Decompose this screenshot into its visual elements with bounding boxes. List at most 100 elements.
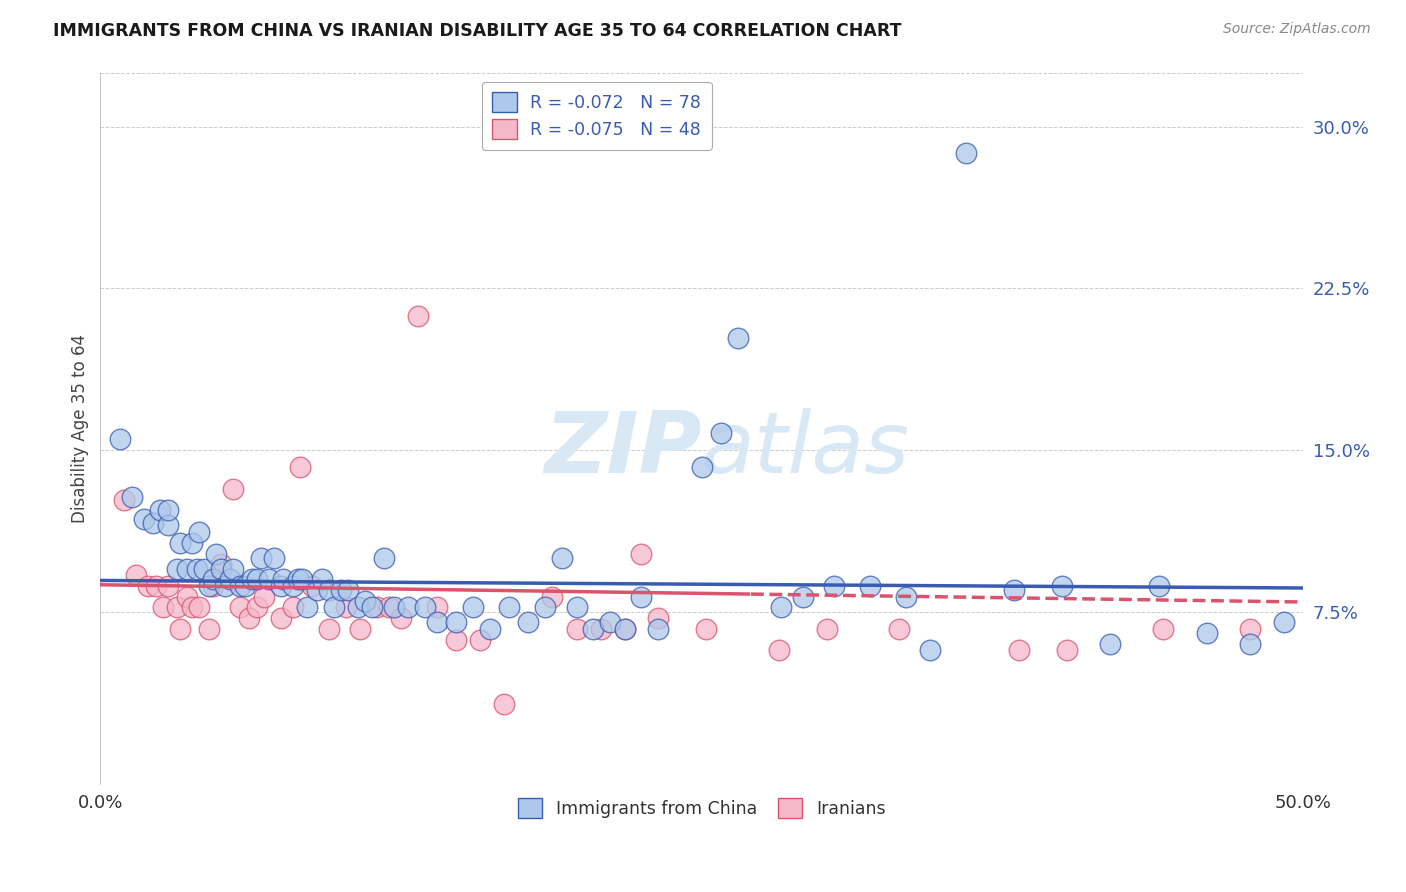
Point (233, 579, 256, 593)
Point (288, 460, 311, 475)
Point (240, 573, 263, 587)
Point (887, 622, 910, 636)
Point (378, 600, 401, 615)
Point (613, 622, 636, 636)
Point (589, 622, 612, 636)
Point (396, 600, 419, 615)
Point (186, 561, 208, 575)
Point (221, 482, 243, 496)
Point (630, 590, 652, 604)
Point (204, 547, 226, 561)
Point (138, 579, 160, 593)
Point (1239, 622, 1261, 636)
Point (305, 583, 328, 598)
Point (202, 579, 225, 593)
Point (156, 518, 179, 533)
Point (582, 622, 605, 636)
Point (156, 503, 179, 517)
Point (541, 590, 564, 604)
Text: atlas: atlas (702, 409, 910, 491)
Point (534, 600, 557, 615)
Point (337, 583, 360, 598)
Point (193, 561, 215, 575)
Point (413, 600, 436, 615)
Point (322, 600, 344, 615)
Point (478, 622, 501, 636)
Point (565, 600, 588, 615)
Legend: Immigrants from China, Iranians: Immigrants from China, Iranians (510, 791, 893, 825)
Point (270, 611, 292, 625)
Point (366, 600, 388, 615)
Point (318, 583, 340, 598)
Point (188, 524, 211, 539)
Point (281, 579, 304, 593)
Point (955, 145, 977, 160)
Point (551, 550, 574, 565)
Point (125, 568, 148, 582)
Point (461, 600, 484, 615)
Point (630, 547, 652, 561)
Point (197, 579, 219, 593)
Point (329, 583, 352, 598)
Point (270, 579, 292, 593)
Point (209, 558, 232, 572)
Point (918, 643, 941, 657)
Point (859, 579, 882, 593)
Point (373, 550, 395, 565)
Point (318, 622, 340, 636)
Point (690, 460, 713, 475)
Point (112, 492, 135, 507)
Text: ZIP: ZIP (544, 409, 702, 491)
Point (792, 590, 814, 604)
Point (1056, 643, 1078, 657)
Point (142, 516, 165, 531)
Point (257, 573, 280, 587)
Point (406, 310, 429, 324)
Point (894, 590, 917, 604)
Point (169, 622, 191, 636)
Point (1052, 579, 1074, 593)
Point (710, 425, 733, 440)
Point (349, 622, 371, 636)
Point (202, 573, 225, 587)
Point (152, 600, 174, 615)
Point (426, 600, 449, 615)
Point (166, 600, 188, 615)
Text: IMMIGRANTS FROM CHINA VS IRANIAN DISABILITY AGE 35 TO 64 CORRELATION CHART: IMMIGRANTS FROM CHINA VS IRANIAN DISABIL… (53, 22, 901, 40)
Point (145, 579, 167, 593)
Point (281, 600, 304, 615)
Point (335, 600, 357, 615)
Point (823, 579, 845, 593)
Point (166, 561, 188, 575)
Point (647, 622, 669, 636)
Point (613, 622, 636, 636)
Point (517, 615, 540, 630)
Point (301, 579, 323, 593)
Point (768, 643, 790, 657)
Point (180, 535, 202, 549)
Point (229, 579, 252, 593)
Point (815, 622, 838, 636)
Point (494, 698, 516, 712)
Point (149, 503, 172, 517)
Point (354, 594, 377, 608)
Point (209, 561, 232, 575)
Point (188, 600, 211, 615)
Point (253, 590, 276, 604)
Point (382, 600, 405, 615)
Point (1152, 622, 1174, 636)
Point (176, 590, 198, 604)
Point (1008, 643, 1031, 657)
Point (263, 550, 285, 565)
Point (470, 632, 492, 647)
Point (176, 561, 198, 575)
Point (311, 573, 333, 587)
Point (250, 550, 273, 565)
Point (229, 600, 252, 615)
Point (238, 611, 260, 625)
Point (1195, 626, 1218, 640)
Point (769, 600, 792, 615)
Point (446, 632, 468, 647)
Point (695, 622, 717, 636)
Text: Source: ZipAtlas.com: Source: ZipAtlas.com (1223, 22, 1371, 37)
